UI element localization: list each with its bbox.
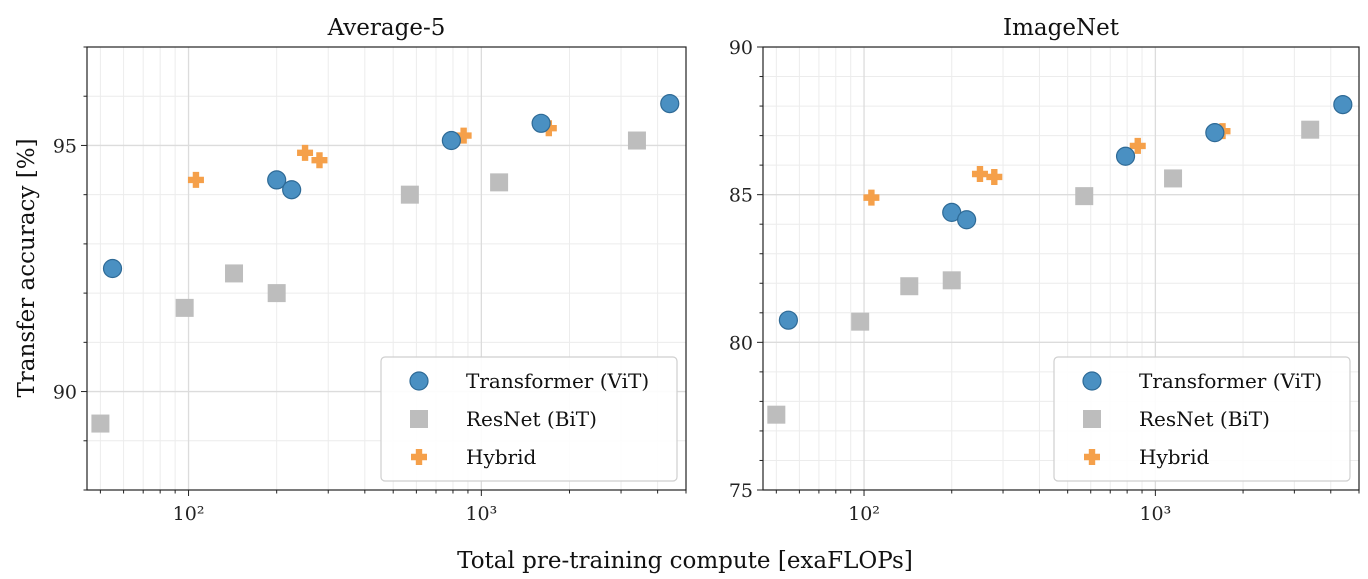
plot-frame bbox=[762, 46, 1360, 491]
data-point bbox=[400, 185, 419, 204]
chart-panel-2: 10² 10³ 75 80 85 90 ImageNet Transformer (ViT) R… bbox=[729, 15, 1360, 525]
data-point bbox=[1115, 146, 1136, 166]
legend-label: ResNet (BiT) bbox=[466, 407, 597, 431]
plot-frame bbox=[86, 46, 687, 491]
legend-label: Hybrid bbox=[1139, 445, 1210, 469]
data-point bbox=[455, 127, 472, 144]
ticks bbox=[81, 46, 687, 496]
legend-marker-plus bbox=[411, 449, 427, 465]
x-tick-label: 10³ bbox=[465, 503, 497, 525]
x-tick-label: 10² bbox=[848, 503, 880, 525]
data-point bbox=[1333, 94, 1353, 115]
data-point bbox=[102, 258, 123, 279]
data-point bbox=[851, 312, 870, 331]
y-axis-label: Transfer accuracy [%] bbox=[14, 138, 40, 397]
data-point bbox=[863, 189, 880, 206]
data-point bbox=[225, 264, 244, 283]
data-points bbox=[767, 94, 1353, 424]
y-tick-label: 95 bbox=[53, 135, 77, 157]
data-point bbox=[267, 284, 286, 303]
series-circle bbox=[778, 94, 1353, 330]
data-point bbox=[1164, 169, 1183, 188]
data-point bbox=[267, 170, 287, 190]
x-tick-label: 10² bbox=[173, 503, 205, 525]
data-point bbox=[311, 152, 328, 169]
legend-marker-circle bbox=[1082, 371, 1102, 391]
chart-panel-1: 10² 10³ 90 95 Average-5 Transformer (ViT) ResN… bbox=[53, 15, 687, 525]
series-circle bbox=[102, 94, 680, 279]
data-point bbox=[91, 414, 110, 433]
data-point bbox=[1129, 137, 1146, 154]
data-points bbox=[91, 94, 680, 433]
legend-marker-plus bbox=[1084, 449, 1100, 465]
legend-label: Transformer (ViT) bbox=[1139, 369, 1322, 393]
data-point bbox=[900, 277, 919, 296]
legend-label: Transformer (ViT) bbox=[466, 369, 649, 393]
x-tick-label: 10³ bbox=[1139, 503, 1171, 525]
data-point bbox=[627, 131, 646, 150]
y-tick-label: 85 bbox=[729, 185, 753, 207]
data-point bbox=[175, 298, 194, 317]
y-tick-label: 80 bbox=[729, 332, 753, 354]
series-square bbox=[767, 120, 1320, 424]
x-axis-label: Total pre-training compute [exaFLOPs] bbox=[457, 548, 913, 574]
data-point bbox=[971, 165, 988, 182]
legend: Transformer (ViT) ResNet (BiT) Hybrid bbox=[1053, 356, 1351, 482]
chart-panels: 10² 10³ 90 95 Average-5 Transformer (ViT) ResN… bbox=[53, 15, 1360, 525]
chart-title: ImageNet bbox=[1003, 15, 1120, 41]
data-point bbox=[441, 130, 461, 151]
data-point bbox=[660, 94, 680, 114]
data-point bbox=[187, 171, 204, 188]
data-point bbox=[767, 405, 786, 424]
legend-marker-square bbox=[1083, 410, 1101, 428]
legend-marker-circle bbox=[409, 371, 429, 391]
legend-box bbox=[1053, 356, 1351, 482]
y-tick-label: 75 bbox=[729, 480, 753, 502]
series-square bbox=[91, 131, 646, 433]
data-point bbox=[986, 168, 1003, 185]
data-point bbox=[282, 180, 302, 200]
y-tick-label: 90 bbox=[53, 382, 77, 404]
data-point bbox=[957, 210, 977, 230]
data-point bbox=[531, 113, 551, 133]
legend-box bbox=[380, 356, 678, 482]
ticks bbox=[757, 46, 1360, 496]
data-point bbox=[490, 173, 509, 192]
data-point bbox=[1301, 120, 1320, 139]
legend-label: Hybrid bbox=[466, 445, 537, 469]
data-point bbox=[942, 271, 961, 290]
legend-marker-square bbox=[410, 410, 428, 428]
data-point bbox=[1205, 123, 1225, 143]
legend-label: ResNet (BiT) bbox=[1139, 407, 1270, 431]
chart-title: Average-5 bbox=[327, 15, 446, 41]
y-tick-label: 90 bbox=[729, 37, 753, 59]
data-point bbox=[778, 310, 798, 330]
legend: Transformer (ViT) ResNet (BiT) Hybrid bbox=[380, 356, 678, 482]
data-point bbox=[1075, 187, 1094, 206]
data-point bbox=[297, 144, 314, 161]
